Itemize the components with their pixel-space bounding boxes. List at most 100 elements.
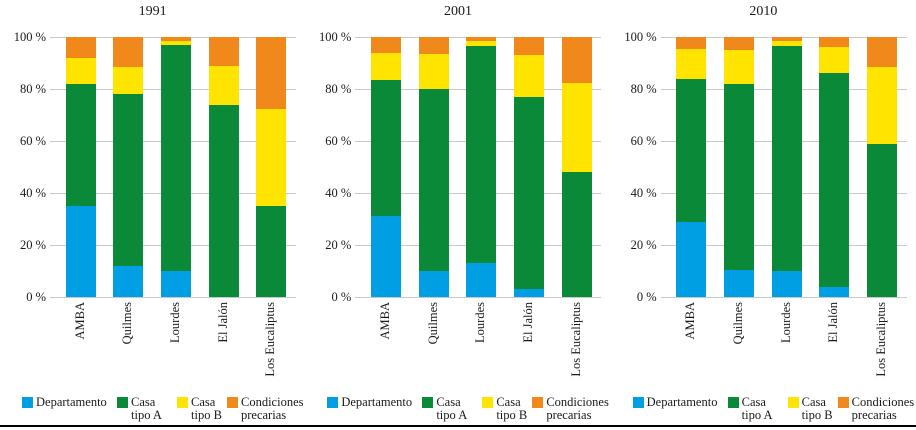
- bar-segment-condiciones-precarias-quilmes: [113, 37, 144, 67]
- x-axis-label-los-eucaliptus: Los Eucaliptus: [873, 302, 888, 377]
- legend-label-line1: Departamento: [646, 395, 718, 409]
- bar-segment-casa-tipo-a-el-jalón: [819, 73, 850, 287]
- bar-segment-condiciones-precarias-los-eucaliptus: [256, 37, 287, 109]
- gridline-0%: [355, 297, 602, 298]
- chart-panel-2001: 2001 100 % 80 % 60 % 40 % 20 % 0 % AMBA Quilmes L…: [305, 0, 610, 430]
- bar-segment-casa-tipo-b-el-jalón: [819, 47, 850, 74]
- legend-entry-departamento: Departamento: [22, 396, 107, 409]
- bar-segment-departamento-quilmes: [113, 265, 144, 297]
- legend-label-line1: Departamento: [36, 395, 107, 409]
- chart-panel-1991: 1991 100 % 80 % 60 % 40 % 20 % 0 % AMBA Quilmes L…: [0, 0, 305, 430]
- bar-segment-casa-tipo-a-lourdes: [771, 46, 802, 271]
- y-axis-tick-label: 20 %: [19, 238, 46, 252]
- legend-entry-casa: Casa tipo B: [177, 396, 222, 422]
- bar-segment-condiciones-precarias-los-eucaliptus: [561, 37, 592, 83]
- legend-swatch: [787, 397, 799, 408]
- y-axis-tick-label: 60 %: [630, 134, 657, 148]
- bar-segment-condiciones-precarias-lourdes: [771, 37, 802, 41]
- bar-segment-casa-tipo-b-lourdes: [466, 40, 497, 47]
- legend-swatch: [532, 397, 544, 408]
- gridline-0%: [50, 297, 296, 298]
- y-axis-tick-label: 0 %: [331, 290, 352, 304]
- bar-segment-casa-tipo-a-amba: [65, 83, 96, 206]
- legend-label-line1: Condiciones: [851, 395, 915, 409]
- legend-swatch: [227, 397, 238, 408]
- legend-entry-condiciones: Condiciones precarias: [532, 396, 609, 422]
- legend-row: Departamento: [632, 395, 718, 409]
- legend-swatch: [422, 397, 434, 408]
- bar-segment-casa-tipo-b-lourdes: [771, 40, 802, 47]
- chart-panel-2010: 2010 100 % 80 % 60 % 40 % 20 % 0 % AMBA Quilmes L…: [611, 0, 916, 430]
- bar-segment-condiciones-precarias-el-jalón: [819, 37, 850, 48]
- bar-segment-casa-tipo-b-el-jalón: [513, 55, 544, 97]
- bar-segment-condiciones-precarias-amba: [676, 37, 707, 49]
- bar-segment-casa-tipo-a-el-jalón: [513, 96, 544, 290]
- x-axis-label-los-eucaliptus: Los Eucaliptus: [263, 302, 278, 377]
- legend-label-line1: Condiciones: [241, 395, 304, 409]
- legend-swatch: [482, 397, 494, 408]
- legend-label-line2: precarias: [241, 408, 287, 422]
- bar-segment-departamento-quilmes: [418, 271, 449, 297]
- gridline-0%: [660, 297, 907, 298]
- legend-swatch: [22, 397, 33, 408]
- y-axis-tick-label: 60 %: [325, 134, 352, 148]
- bar-segment-departamento-el-jalón: [513, 289, 544, 297]
- bar-segment-casa-tipo-b-lourdes: [161, 40, 191, 45]
- y-axis-tick-label: 20 %: [630, 238, 657, 252]
- chart-title: 2010: [749, 4, 778, 19]
- legend-label-line2: tipo B: [496, 408, 528, 422]
- bar-segment-casa-tipo-b-quilmes: [724, 50, 755, 84]
- bar-segment-casa-tipo-a-lourdes: [161, 44, 191, 271]
- legend-swatch: [727, 397, 739, 408]
- bar-segment-casa-tipo-a-quilmes: [113, 94, 144, 266]
- bar-segment-departamento-amba: [371, 216, 402, 297]
- bar-segment-departamento-amba: [676, 221, 707, 297]
- legend-label-line2: precarias: [546, 408, 592, 422]
- legend-label-line1: Casa: [436, 395, 461, 409]
- x-axis-label-lourdes: Lourdes: [473, 302, 488, 343]
- y-axis-tick-label: 20 %: [325, 238, 352, 252]
- x-axis-label-el-jalón: El Jalón: [826, 302, 841, 343]
- y-axis-tick-label: 100 %: [624, 30, 657, 44]
- bar-segment-casa-tipo-a-amba: [676, 78, 707, 222]
- bar-segment-departamento-lourdes: [466, 263, 497, 297]
- legend-label-line1: Departamento: [341, 395, 413, 409]
- bar-segment-condiciones-precarias-quilmes: [418, 37, 449, 54]
- y-axis-tick-label: 100 %: [319, 30, 352, 44]
- legend-label-line2: tipo A: [131, 408, 162, 422]
- y-axis-tick-label: 100 %: [13, 30, 46, 44]
- x-axis-label-amba: AMBA: [683, 302, 698, 340]
- legend-row: Casa: [482, 396, 527, 409]
- legend-label-line2: tipo A: [436, 408, 468, 422]
- y-axis-tick-label: 0 %: [26, 290, 46, 304]
- legend-label-line2: tipo B: [801, 408, 833, 422]
- legend-label-line2: tipo B: [191, 408, 222, 422]
- legend-entry-casa: Casa tipo B: [787, 395, 833, 422]
- bar-segment-condiciones-precarias-quilmes: [724, 37, 755, 50]
- bar-segment-condiciones-precarias-amba: [65, 37, 96, 58]
- legend-label-line1: Casa: [801, 395, 826, 409]
- x-axis-label-el-jalón: El Jalón: [520, 302, 535, 343]
- bar-segment-departamento-lourdes: [161, 271, 191, 297]
- bar-segment-departamento-quilmes: [724, 269, 755, 297]
- legend-row: Casa: [787, 395, 833, 409]
- bar-segment-condiciones-precarias-los-eucaliptus: [866, 37, 897, 67]
- legend-row: Casa: [422, 396, 467, 409]
- bar-segment-departamento-lourdes: [771, 271, 802, 297]
- y-axis-tick-label: 40 %: [630, 186, 657, 200]
- y-axis-tick-label: 40 %: [325, 186, 352, 200]
- y-axis-tick-label: 0 %: [636, 290, 657, 304]
- bar-segment-casa-tipo-a-los-eucaliptus: [256, 206, 287, 297]
- x-axis-label-quilmes: Quilmes: [425, 302, 440, 345]
- bar-segment-casa-tipo-b-amba: [676, 48, 707, 79]
- legend-swatch: [837, 397, 849, 408]
- bar-segment-condiciones-precarias-lourdes: [466, 37, 497, 41]
- legend-label-line1: Condiciones: [546, 395, 609, 409]
- legend-entry-departamento: Departamento: [632, 395, 718, 409]
- legend-entry-condiciones: Condiciones precarias: [837, 395, 915, 422]
- legend-label-line1: Casa: [131, 395, 156, 409]
- x-axis-label-los-eucaliptus: Los Eucaliptus: [568, 302, 583, 377]
- legend-swatch: [632, 397, 644, 408]
- x-axis-label-el-jalón: El Jalón: [215, 302, 230, 343]
- bar-segment-condiciones-precarias-amba: [371, 37, 402, 53]
